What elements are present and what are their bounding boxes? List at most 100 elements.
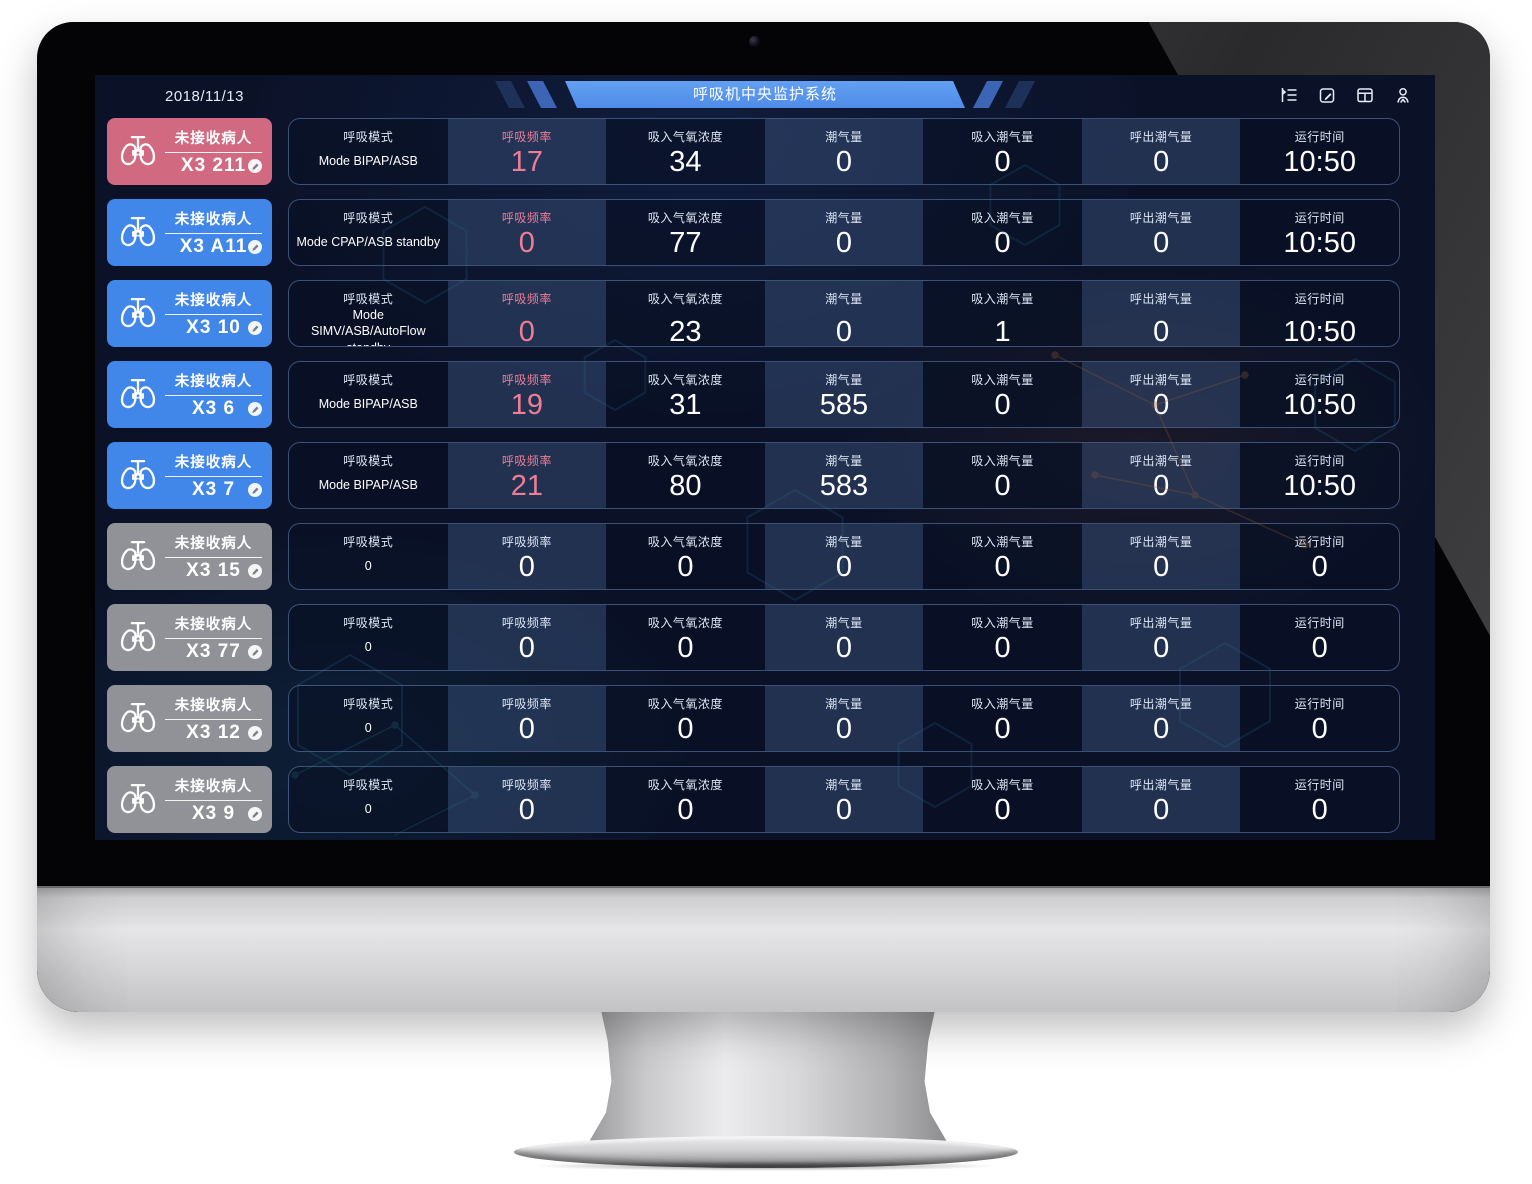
mode-value: 0: [364, 721, 372, 736]
column-label: 吸入气氧浓度: [647, 211, 723, 225]
edit-badge[interactable]: [248, 807, 262, 821]
patient-card[interactable]: 未接收病人 X3 7: [107, 442, 272, 509]
cell-tidal-volume: 潮气量 0: [764, 524, 924, 589]
patient-card[interactable]: 未接收病人 X3 211: [107, 118, 272, 185]
exp-tidal-volume-value: 0: [1153, 389, 1170, 421]
runtime-value: 0: [1311, 632, 1328, 664]
card-divider: [165, 557, 262, 558]
tidal-volume-value: 0: [835, 146, 853, 178]
column-label: 潮气量: [825, 373, 863, 387]
insp-tidal-volume-value: 0: [994, 146, 1011, 178]
runtime-value: 0: [1311, 713, 1328, 745]
column-label: 呼出潮气量: [1129, 130, 1193, 144]
lung-icon: [120, 702, 156, 732]
pencil-icon: [251, 405, 259, 413]
edit-badge[interactable]: [248, 159, 262, 173]
edit-badge[interactable]: [248, 240, 262, 254]
patient-card[interactable]: 未接收病人 X3 6: [107, 361, 272, 428]
pencil-icon: [251, 486, 259, 494]
cell-runtime: 运行时间 10:50: [1240, 119, 1399, 184]
patient-card[interactable]: 未接收病人 X3 A11: [107, 199, 272, 266]
user-button[interactable]: [1393, 85, 1413, 105]
column-label: 呼吸频率: [501, 535, 552, 549]
edit-button[interactable]: [1317, 85, 1337, 105]
patient-id-row: X3 7: [165, 479, 262, 500]
column-label: 运行时间: [1294, 454, 1345, 468]
patient-card[interactable]: 未接收病人 X3 15: [107, 523, 272, 590]
fio2-value: 0: [677, 713, 694, 745]
patient-status: 未接收病人: [174, 779, 253, 795]
edit-badge[interactable]: [248, 321, 262, 335]
column-label: 吸入潮气量: [971, 697, 1034, 711]
layout-button[interactable]: [1355, 85, 1375, 105]
cell-exp-tidal-volume: 呼出潮气量 0: [1081, 443, 1241, 508]
column-label: 吸入潮气量: [971, 373, 1034, 387]
cell-fio2: 吸入气氧浓度 0: [606, 524, 765, 589]
camera-dot: [749, 36, 760, 47]
cell-insp-tidal-volume: 吸入潮气量 0: [923, 686, 1082, 751]
column-label: 运行时间: [1294, 373, 1345, 387]
edit-badge[interactable]: [248, 402, 262, 416]
column-label: 呼吸模式: [343, 373, 394, 387]
patient-row: 未接收病人 X3 10 呼吸模式 Mode SIMV/ASB/AutoFlow …: [107, 280, 1400, 347]
patient-id-row: X3 10: [165, 317, 262, 338]
lung-icon: [120, 540, 156, 570]
patient-status: 未接收病人: [174, 212, 253, 228]
edit-badge[interactable]: [248, 564, 262, 578]
tidal-volume-value: 0: [835, 551, 853, 583]
cell-exp-tidal-volume: 呼出潮气量 0: [1081, 200, 1241, 265]
cell-resp-rate: 呼吸频率 17: [447, 119, 607, 184]
cell-exp-tidal-volume: 呼出潮气量 0: [1081, 524, 1241, 589]
pencil-icon: [251, 729, 259, 737]
cell-exp-tidal-volume: 呼出潮气量 0: [1081, 605, 1241, 670]
tidal-volume-value: 0: [835, 315, 853, 347]
pencil-icon: [251, 324, 259, 332]
patient-card[interactable]: 未接收病人 X3 9: [107, 766, 272, 833]
cell-fio2: 吸入气氧浓度 0: [606, 686, 765, 751]
cell-resp-rate: 呼吸频率 0: [447, 281, 607, 346]
exp-tidal-volume-value: 0: [1153, 227, 1170, 259]
edit-badge[interactable]: [248, 726, 262, 740]
column-label: 吸入气氧浓度: [647, 373, 723, 387]
column-label: 潮气量: [825, 130, 863, 144]
column-label: 潮气量: [825, 697, 863, 711]
vitals-panel: 呼吸模式 Mode BIPAP/ASB 呼吸频率 21 吸入气氧浓度 80 潮气…: [288, 442, 1400, 509]
cell-resp-rate: 呼吸频率 19: [447, 362, 607, 427]
column-label: 吸入潮气量: [971, 130, 1034, 144]
patient-card[interactable]: 未接收病人 X3 12: [107, 685, 272, 752]
patient-status: 未接收病人: [174, 617, 253, 633]
vitals-panel: 呼吸模式 0 呼吸频率 0 吸入气氧浓度 0 潮气量 0 吸入潮气量 0 呼出潮…: [288, 766, 1400, 833]
patient-card[interactable]: 未接收病人 X3 77: [107, 604, 272, 671]
runtime-value: 10:50: [1283, 470, 1356, 502]
patient-id-row: X3 9: [165, 803, 262, 824]
column-label: 呼出潮气量: [1129, 373, 1193, 387]
mode-value: Mode BIPAP/ASB: [318, 154, 418, 169]
column-label: 呼吸频率: [501, 778, 552, 792]
lung-icon: [120, 297, 156, 327]
card-divider: [165, 233, 262, 234]
column-label: 运行时间: [1294, 697, 1345, 711]
cell-tidal-volume: 潮气量 0: [764, 119, 924, 184]
cell-exp-tidal-volume: 呼出潮气量 0: [1081, 362, 1241, 427]
fio2-value: 77: [669, 227, 702, 259]
cell-exp-tidal-volume: 呼出潮气量 0: [1081, 119, 1241, 184]
mode-value: Mode CPAP/ASB standby: [296, 235, 441, 250]
lung-icon: [120, 216, 156, 246]
vitals-panel: 呼吸模式 0 呼吸频率 0 吸入气氧浓度 0 潮气量 0 吸入潮气量 0 呼出潮…: [288, 685, 1400, 752]
column-label: 吸入气氧浓度: [647, 292, 723, 306]
cell-tidal-volume: 潮气量 0: [764, 686, 924, 751]
banner-stripe-right-blue: [973, 81, 1003, 108]
screen-header: 2018/11/13 呼吸机中央监护系统: [95, 75, 1435, 118]
vitals-panel: 呼吸模式 Mode BIPAP/ASB 呼吸频率 19 吸入气氧浓度 31 潮气…: [288, 361, 1400, 428]
toolbar: [1279, 85, 1413, 105]
cell-insp-tidal-volume: 吸入潮气量 1: [923, 281, 1082, 346]
menu-collapse-button[interactable]: [1279, 85, 1299, 105]
edit-badge[interactable]: [248, 645, 262, 659]
banner-stripe-left-navy: [495, 81, 525, 108]
column-label: 运行时间: [1294, 616, 1345, 630]
tidal-volume-value: 0: [835, 794, 853, 826]
patient-card[interactable]: 未接收病人 X3 10: [107, 280, 272, 347]
edit-badge[interactable]: [248, 483, 262, 497]
column-label: 吸入潮气量: [971, 616, 1034, 630]
cell-runtime: 运行时间 0: [1240, 605, 1399, 670]
